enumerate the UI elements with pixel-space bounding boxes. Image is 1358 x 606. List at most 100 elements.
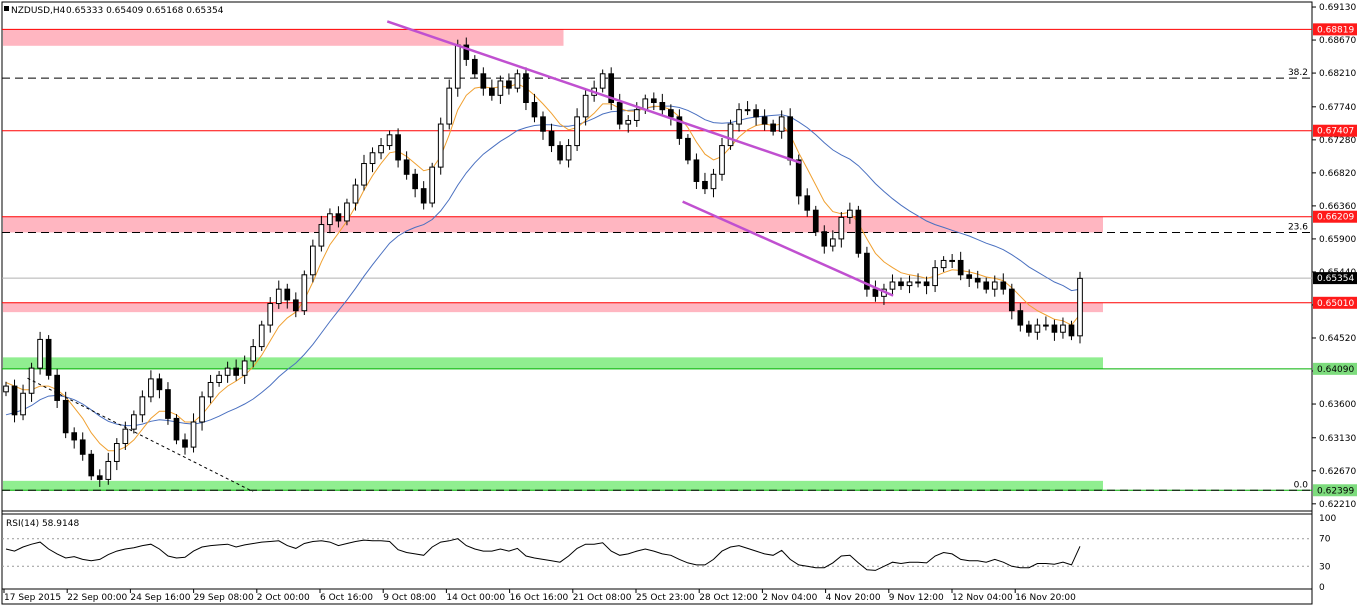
zone-resistance-2 xyxy=(3,302,1103,313)
candle-body xyxy=(727,123,734,147)
rsi-pane-frame xyxy=(1,513,1313,590)
candle xyxy=(301,270,308,316)
rsi-label: RSI(14) 58.9148 xyxy=(6,519,79,529)
candle-body xyxy=(489,87,495,96)
candle-body xyxy=(199,396,205,423)
candle xyxy=(889,274,896,296)
price-axis[interactable]: 0.69130 0.68670 0.68210 0.67740 0.67280 0.668… xyxy=(1312,3,1356,510)
time-axis[interactable]: 17 Sep 2015 22 Sep 00:00 24 Sep 16:00 29 Se… xyxy=(3,589,1076,603)
time-tick-label: 4 Nov 20:00 xyxy=(826,593,881,603)
candle-body xyxy=(190,421,197,448)
candle-body xyxy=(693,159,700,182)
candle-body xyxy=(361,163,367,186)
candle xyxy=(940,256,947,272)
candle-body xyxy=(548,130,555,147)
candle xyxy=(471,55,478,79)
candle xyxy=(361,154,367,191)
main-pane[interactable]: 38.2 23.6 0.0 xyxy=(1,1,1313,512)
candle xyxy=(446,79,453,130)
candle-body xyxy=(105,460,112,480)
candle xyxy=(352,178,359,211)
level-tags: 0.68819 0.67407 0.66209 0.65010 0.64090 0.623… xyxy=(1313,23,1357,497)
candle xyxy=(3,381,9,397)
candle xyxy=(719,138,725,181)
candle xyxy=(676,109,683,145)
candle-body xyxy=(327,213,333,226)
level-tag-1-text: 0.67407 xyxy=(1317,127,1354,137)
zone-resistance-1 xyxy=(3,216,1103,233)
price-tick-label: 0.62670 xyxy=(1319,467,1356,477)
rsi-pane[interactable]: RSI(14) 58.9148 100 70 30 0 xyxy=(1,513,1336,593)
candle-body xyxy=(761,116,768,125)
candle xyxy=(122,421,129,450)
candle xyxy=(898,277,904,290)
candle-body xyxy=(497,80,504,96)
candle xyxy=(54,368,60,408)
candle-body xyxy=(770,123,776,132)
candle xyxy=(650,92,657,111)
candle-body xyxy=(1034,324,1041,333)
candle-body xyxy=(378,145,384,154)
level-tag-3-text: 0.65010 xyxy=(1317,299,1354,309)
candle xyxy=(403,151,410,180)
trendline-2 xyxy=(27,377,254,493)
candle xyxy=(804,188,811,217)
candle-body xyxy=(11,385,18,416)
candle xyxy=(812,205,819,237)
candle-body xyxy=(787,116,794,161)
level-tag-4: 0.64090 xyxy=(1313,362,1357,375)
rsi-tick-label: 70 xyxy=(1319,535,1331,545)
candle-body xyxy=(1017,310,1024,326)
time-tick-label: 12 Nov 04:00 xyxy=(952,593,1013,603)
candle xyxy=(710,168,717,198)
candle-body xyxy=(156,378,163,391)
candle-body xyxy=(565,145,572,161)
candle xyxy=(173,414,180,445)
candle-body xyxy=(821,231,828,247)
level-tag-0-text: 0.68819 xyxy=(1317,25,1354,35)
candle xyxy=(974,270,981,289)
level-tag-5-text: 0.62399 xyxy=(1317,486,1354,496)
candle xyxy=(1000,273,1007,295)
candle xyxy=(1026,320,1032,337)
candle xyxy=(906,275,913,294)
candle-body xyxy=(949,259,955,262)
level-tag-2: 0.66209 xyxy=(1313,210,1357,223)
candle xyxy=(915,273,921,288)
candle xyxy=(429,162,436,208)
candle xyxy=(574,108,580,151)
candle xyxy=(582,89,589,126)
candle-body xyxy=(139,396,146,416)
candle xyxy=(787,108,794,166)
candle-body xyxy=(318,224,325,247)
time-tick-label: 2 Oct 00:00 xyxy=(257,593,310,603)
candle xyxy=(1051,319,1058,341)
price-tick-label: 0.63130 xyxy=(1319,434,1356,444)
candle xyxy=(241,355,248,384)
candle xyxy=(463,37,470,66)
candle-body xyxy=(420,188,427,204)
candle-body xyxy=(1043,324,1049,327)
candle-body xyxy=(54,374,60,401)
trendlines-layer xyxy=(27,20,894,493)
candle-body xyxy=(148,378,154,398)
chart-header: NZDUSD,H4 0.65333 0.65409 0.65168 0.6535… xyxy=(4,6,224,16)
candle-body xyxy=(608,73,615,104)
time-tick-label: 28 Oct 12:00 xyxy=(699,593,758,603)
main-pane-frame xyxy=(1,1,1313,512)
candle-body xyxy=(224,367,231,376)
price-tick-label: 0.65900 xyxy=(1319,235,1356,245)
candle xyxy=(761,109,768,131)
candle-body xyxy=(344,202,350,222)
candle xyxy=(28,362,35,402)
candle-body xyxy=(523,73,529,104)
candle-body xyxy=(889,281,896,290)
rsi-line xyxy=(5,538,1081,571)
candle xyxy=(548,123,555,153)
candle-body xyxy=(1000,281,1007,290)
candle-body xyxy=(736,109,742,125)
candle xyxy=(216,371,222,387)
candle-body xyxy=(991,281,998,290)
level-tag-1: 0.67407 xyxy=(1313,124,1357,137)
